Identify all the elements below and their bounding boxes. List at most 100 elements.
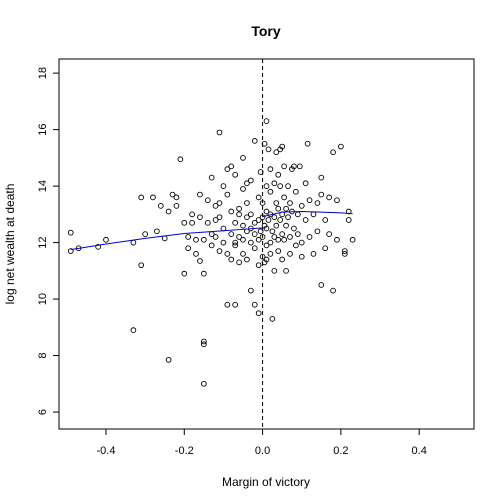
data-point xyxy=(267,188,274,195)
data-point xyxy=(296,163,303,170)
data-point xyxy=(275,236,282,243)
data-point xyxy=(326,231,332,237)
data-point xyxy=(283,205,289,212)
data-point xyxy=(334,236,340,243)
data-point xyxy=(263,256,270,263)
data-point xyxy=(279,256,286,263)
plot-frame xyxy=(58,58,475,430)
data-point xyxy=(67,248,74,254)
data-point xyxy=(95,243,102,250)
data-point xyxy=(275,171,282,178)
data-point xyxy=(294,231,301,237)
y-tick-label: 8 xyxy=(37,353,49,359)
data-point xyxy=(232,171,239,178)
data-point xyxy=(275,248,282,254)
data-point xyxy=(157,203,164,209)
data-point xyxy=(255,217,262,223)
data-point xyxy=(334,197,340,204)
data-point xyxy=(224,301,231,308)
data-point xyxy=(293,242,299,249)
y-tick-label: 14 xyxy=(37,180,49,192)
data-point xyxy=(275,205,282,212)
data-point xyxy=(318,282,325,288)
data-point xyxy=(138,194,145,201)
data-point xyxy=(257,228,264,235)
data-point xyxy=(177,156,184,163)
data-point xyxy=(255,262,262,269)
y-tick-label: 12 xyxy=(37,236,49,248)
data-point xyxy=(314,228,321,235)
data-point xyxy=(103,236,109,243)
data-point xyxy=(285,214,291,221)
x-tick-label: -0.2 xyxy=(175,445,194,457)
data-point xyxy=(302,180,309,187)
data-point xyxy=(220,239,227,246)
data-point xyxy=(193,236,199,243)
data-point xyxy=(306,234,313,240)
data-point xyxy=(298,253,305,260)
data-point xyxy=(244,180,250,187)
data-point xyxy=(228,256,235,263)
x-tick-label: 0.0 xyxy=(255,445,270,457)
data-point xyxy=(154,228,160,235)
data-point xyxy=(208,242,215,249)
data-point xyxy=(208,174,215,181)
data-point xyxy=(259,214,266,221)
data-point xyxy=(244,214,250,221)
data-point xyxy=(67,229,74,236)
data-point xyxy=(251,138,258,144)
data-point xyxy=(259,253,266,260)
data-point xyxy=(201,380,207,387)
data-point xyxy=(283,222,289,229)
data-point xyxy=(189,211,195,218)
data-point xyxy=(201,341,207,348)
data-point xyxy=(169,191,176,198)
data-points xyxy=(67,118,356,387)
data-point xyxy=(271,214,278,221)
y-tick-label: 16 xyxy=(37,123,49,135)
data-point xyxy=(197,191,203,198)
data-point xyxy=(267,251,274,257)
data-point xyxy=(306,197,313,204)
data-point xyxy=(201,338,207,345)
data-point xyxy=(228,208,235,215)
data-point xyxy=(287,234,293,240)
data-point xyxy=(255,236,262,243)
data-point xyxy=(261,140,268,147)
y-axis: 6 8 10 12 14 16 18 xyxy=(37,67,59,415)
data-point xyxy=(240,155,246,161)
data-point xyxy=(298,239,305,246)
data-point xyxy=(283,267,289,274)
data-point xyxy=(257,169,264,175)
data-point xyxy=(142,231,148,237)
data-point xyxy=(212,234,219,240)
data-point xyxy=(318,174,325,181)
data-point xyxy=(236,259,242,266)
data-point xyxy=(240,236,246,243)
data-point xyxy=(318,191,325,198)
data-point xyxy=(247,177,254,184)
data-point xyxy=(251,301,258,308)
data-point xyxy=(247,211,254,218)
data-point xyxy=(338,143,344,150)
data-point xyxy=(212,217,219,223)
data-point xyxy=(232,301,239,308)
data-point xyxy=(263,118,270,124)
data-point xyxy=(255,310,262,317)
data-point xyxy=(291,225,297,232)
data-point xyxy=(251,231,258,237)
data-point xyxy=(259,200,266,206)
data-point xyxy=(273,222,280,229)
data-point xyxy=(287,200,293,206)
data-point xyxy=(269,315,276,322)
data-point xyxy=(277,183,284,189)
data-point xyxy=(263,225,270,232)
data-point xyxy=(130,239,137,246)
data-point xyxy=(216,200,223,206)
data-point xyxy=(273,200,280,206)
data-point xyxy=(251,245,258,252)
data-point xyxy=(216,214,223,221)
x-tick-label: 0.2 xyxy=(333,445,348,457)
x-tick-label: -0.4 xyxy=(96,445,115,457)
